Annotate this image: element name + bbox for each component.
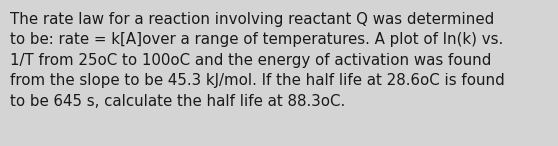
Text: The rate law for a reaction involving reactant Q was determined
to be: rate = k[: The rate law for a reaction involving re… <box>10 12 505 109</box>
